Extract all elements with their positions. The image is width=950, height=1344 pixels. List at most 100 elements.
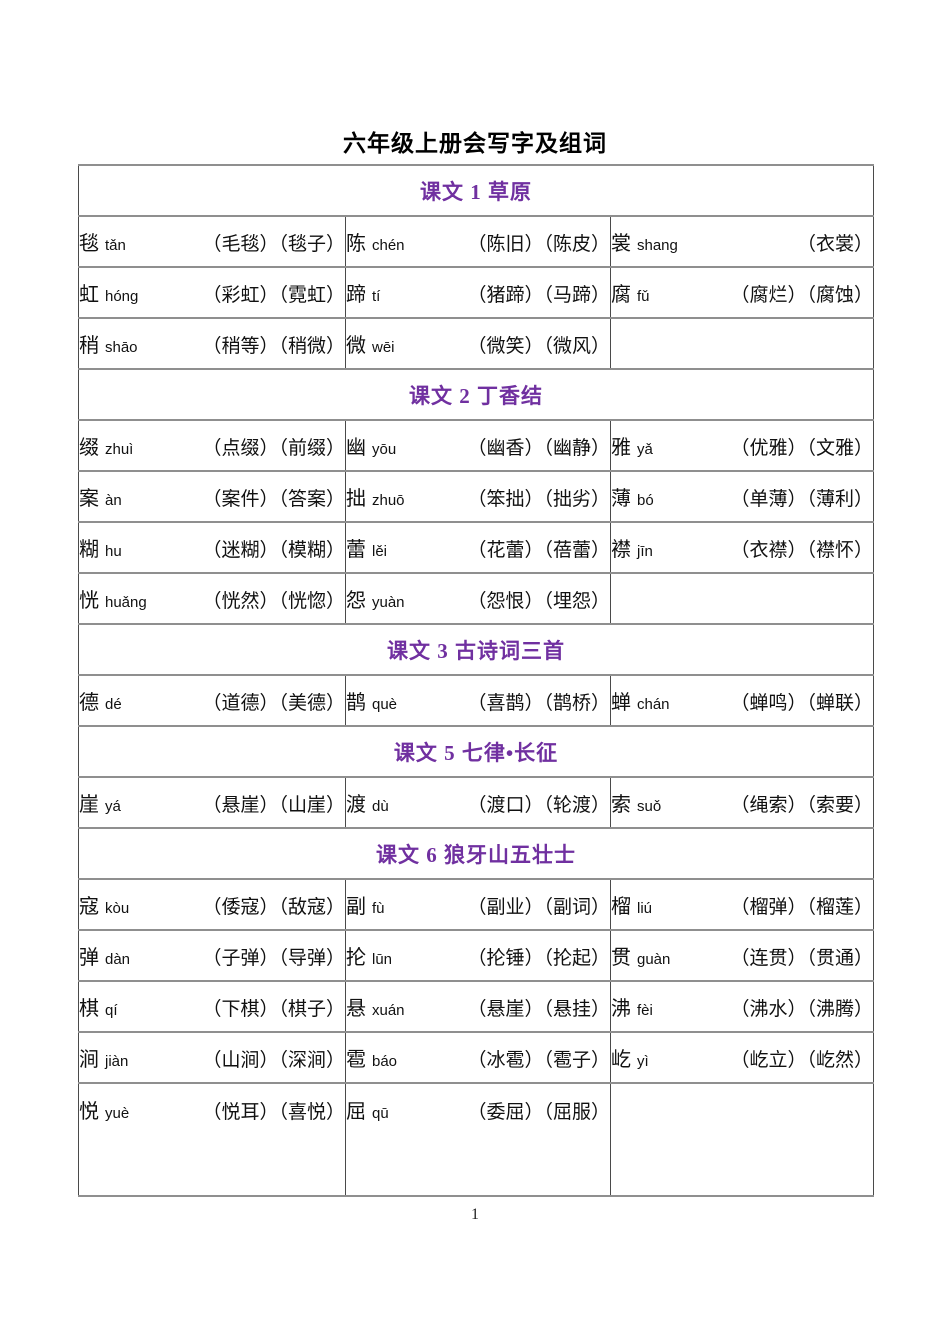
vocab-cell: 悦 yuè （悦耳）（喜悦） <box>78 1082 346 1197</box>
pinyin-text: jiàn <box>105 1053 129 1070</box>
section-header-row: 课文 2 丁香结 <box>77 368 875 421</box>
char-pinyin-group: 稍 shāo <box>79 329 138 358</box>
vocab-cell: 襟 jīn （衣襟）（襟怀） <box>609 521 875 574</box>
vocab-cell-content: 虹 hóng （彩虹）（霓虹） <box>79 278 345 307</box>
vocab-cell-content: 屈 qū （委屈）（屈服） <box>346 1095 610 1124</box>
char-pinyin-group: 蹄 tí <box>346 278 380 307</box>
vocab-cell: 糊 hu （迷糊）（模糊） <box>78 521 346 574</box>
words-text: （案件）（答案） <box>202 489 345 510</box>
vocab-cell-content: 涧 jiàn （山涧）（深涧） <box>79 1043 345 1072</box>
char-pinyin-group: 幽 yōu <box>346 431 396 460</box>
pinyin-text: lěi <box>372 543 388 560</box>
vocab-cell: 蝉 chán （蝉鸣）（蝉联） <box>609 674 875 727</box>
vocab-cell-content: 榴 liú （榴弹）（榴莲） <box>611 890 873 919</box>
vocab-table: 课文 1 草原毯 tǎn （毛毯）（毯子）陈 chén （陈旧）（陈皮）裳 shang （衣… <box>77 164 875 1197</box>
character-text: 案 <box>79 488 99 510</box>
vocab-cell-content: 怨 yuàn （怨恨）（埋怨） <box>346 584 610 613</box>
table-row: 涧 jiàn （山涧）（深涧）雹 báo （冰雹）（雹子）屹 yì （屹立）（屹然） <box>78 1031 875 1084</box>
vocab-cell: 屹 yì （屹立）（屹然） <box>609 1031 875 1084</box>
vocab-cell: 棋 qí （下棋）（棋子） <box>78 980 346 1033</box>
words-text: （沸水）（沸腾） <box>730 999 874 1020</box>
vocab-cell-content: 蹄 tí （猪蹄）（马蹄） <box>346 278 610 307</box>
words-text: （迷糊）（模糊） <box>202 540 345 561</box>
words-text: （子弹）（导弹） <box>202 948 345 969</box>
section-header-row: 课文 1 草原 <box>77 164 875 217</box>
vocab-cell: 拙 zhuō （笨拙）（拙劣） <box>345 470 611 523</box>
vocab-cell-content: 弹 dàn （子弹）（导弹） <box>79 941 345 970</box>
char-pinyin-group: 索 suǒ <box>611 788 661 817</box>
character-text: 虹 <box>79 284 99 306</box>
vocab-cell-content: 拙 zhuō （笨拙）（拙劣） <box>346 482 610 511</box>
character-text: 悦 <box>79 1101 99 1123</box>
character-text: 鹊 <box>346 692 366 714</box>
pinyin-text: fù <box>372 900 385 917</box>
table-row: 虹 hóng （彩虹）（霓虹）蹄 tí （猪蹄）（马蹄）腐 fǔ （腐烂）（腐蚀） <box>78 266 875 319</box>
pinyin-text: kòu <box>105 900 130 917</box>
vocab-cell-content: 索 suǒ （绳索）（索要） <box>611 788 873 817</box>
words-text: （笨拙）（拙劣） <box>467 489 610 510</box>
char-pinyin-group: 薄 bó <box>611 482 654 511</box>
vocab-cell-content: 毯 tǎn （毛毯）（毯子） <box>79 227 345 256</box>
words-text: （陈旧）（陈皮） <box>467 234 610 255</box>
character-text: 雹 <box>346 1049 366 1071</box>
vocab-cell: 悬 xuán （悬崖）（悬挂） <box>345 980 611 1033</box>
char-pinyin-group: 弹 dàn <box>79 941 130 970</box>
pinyin-text: wēi <box>372 339 395 356</box>
words-text: （蝉鸣）（蝉联） <box>730 693 874 714</box>
char-pinyin-group: 渡 dù <box>346 788 389 817</box>
vocab-cell: 雹 báo （冰雹）（雹子） <box>345 1031 611 1084</box>
vocab-cell-content: 蕾 lěi （花蕾）（蓓蕾） <box>346 533 610 562</box>
vocab-cell: 缀 zhuì （点缀）（前缀） <box>78 419 346 472</box>
words-text: （委屈）（屈服） <box>467 1102 610 1123</box>
vocab-cell: 稍 shāo （稍等）（稍微） <box>78 317 346 370</box>
vocab-cell: 陈 chén （陈旧）（陈皮） <box>345 215 611 268</box>
character-text: 棋 <box>79 998 99 1020</box>
words-text: （点缀）（前缀） <box>202 438 345 459</box>
char-pinyin-group: 怨 yuàn <box>346 584 405 613</box>
pinyin-text: què <box>372 696 398 713</box>
pinyin-text: àn <box>105 492 122 509</box>
vocab-cell: 毯 tǎn （毛毯）（毯子） <box>78 215 346 268</box>
pinyin-text: dù <box>372 798 389 815</box>
character-text: 渡 <box>346 794 366 816</box>
pinyin-text: yuàn <box>372 594 405 611</box>
char-pinyin-group: 陈 chén <box>346 227 405 256</box>
char-pinyin-group: 贯 guàn <box>611 941 670 970</box>
char-pinyin-group: 抡 lūn <box>346 941 392 970</box>
pinyin-text: yuè <box>105 1105 130 1122</box>
char-pinyin-group: 恍 huǎng <box>79 584 147 613</box>
char-pinyin-group: 雹 báo <box>346 1043 397 1072</box>
words-text: （优雅）（文雅） <box>730 438 874 459</box>
vocab-cell: 虹 hóng （彩虹）（霓虹） <box>78 266 346 319</box>
words-text: （单薄）（薄利） <box>730 489 874 510</box>
table-row: 糊 hu （迷糊）（模糊）蕾 lěi （花蕾）（蓓蕾）襟 jīn （衣襟）（襟怀） <box>78 521 875 574</box>
character-text: 寇 <box>79 896 99 918</box>
character-text: 幽 <box>346 437 366 459</box>
words-text: （腐烂）（腐蚀） <box>730 285 874 306</box>
character-text: 榴 <box>611 896 631 918</box>
vocab-cell: 蹄 tí （猪蹄）（马蹄） <box>345 266 611 319</box>
vocab-cell-content: 悦 yuè （悦耳）（喜悦） <box>79 1095 345 1124</box>
section-header: 课文 5 七律•长征 <box>77 725 875 778</box>
char-pinyin-group: 鹊 què <box>346 686 397 715</box>
char-pinyin-group: 微 wēi <box>346 329 395 358</box>
character-text: 腐 <box>611 284 631 306</box>
char-pinyin-group: 毯 tǎn <box>79 227 126 256</box>
character-text: 抡 <box>346 947 366 969</box>
table-row: 稍 shāo （稍等）（稍微）微 wēi （微笑）（微风） <box>78 317 875 370</box>
char-pinyin-group: 腐 fǔ <box>611 278 650 307</box>
vocab-cell-content: 陈 chén （陈旧）（陈皮） <box>346 227 610 256</box>
pinyin-text: hu <box>105 543 122 560</box>
vocab-cell: 弹 dàn （子弹）（导弹） <box>78 929 346 982</box>
pinyin-text: guàn <box>637 951 671 968</box>
words-text: （榴弹）（榴莲） <box>730 897 874 918</box>
pinyin-text: chán <box>637 696 670 713</box>
vocab-cell: 怨 yuàn （怨恨）（埋怨） <box>345 572 611 625</box>
words-text: （猪蹄）（马蹄） <box>467 285 610 306</box>
vocab-table-body: 课文 1 草原毯 tǎn （毛毯）（毯子）陈 chén （陈旧）（陈皮）裳 shang （衣… <box>77 164 875 1197</box>
table-row: 恍 huǎng （恍然）（恍惚）怨 yuàn （怨恨）（埋怨） <box>78 572 875 625</box>
character-text: 悬 <box>346 998 366 1020</box>
character-text: 缀 <box>79 437 99 459</box>
char-pinyin-group: 榴 liú <box>611 890 652 919</box>
